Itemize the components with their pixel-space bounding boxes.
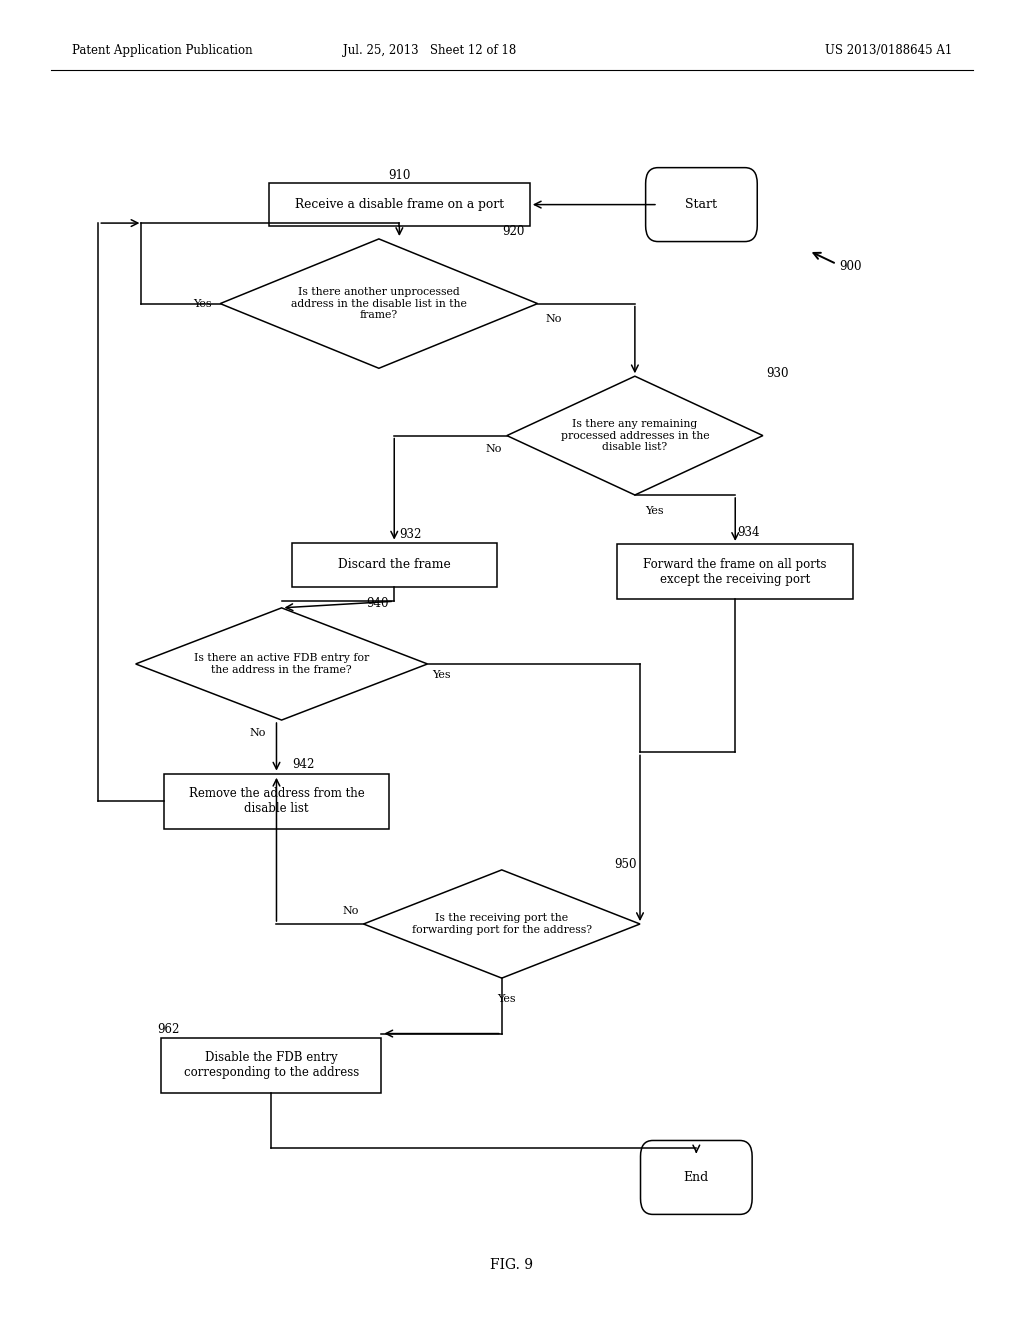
Text: 900: 900 <box>840 260 862 273</box>
Text: US 2013/0188645 A1: US 2013/0188645 A1 <box>825 44 952 57</box>
Bar <box>292 543 497 587</box>
Text: 930: 930 <box>766 367 788 380</box>
Text: No: No <box>485 444 502 454</box>
Text: 940: 940 <box>367 597 389 610</box>
Text: 932: 932 <box>399 528 422 541</box>
Text: Yes: Yes <box>432 669 452 680</box>
Text: 962: 962 <box>157 1023 179 1036</box>
Text: 950: 950 <box>614 858 637 871</box>
Text: No: No <box>546 314 562 325</box>
Text: Yes: Yes <box>498 994 516 1005</box>
Text: Is there another unprocessed
address in the disable list in the
frame?: Is there another unprocessed address in … <box>291 286 467 321</box>
Text: Yes: Yes <box>645 506 664 516</box>
Text: No: No <box>250 729 266 738</box>
Text: End: End <box>684 1171 709 1184</box>
Text: Is there any remaining
processed addresses in the
disable list?: Is there any remaining processed address… <box>560 418 710 453</box>
Text: Start: Start <box>685 198 718 211</box>
Bar <box>162 1038 382 1093</box>
Text: Is there an active FDB entry for
the address in the frame?: Is there an active FDB entry for the add… <box>194 653 370 675</box>
Text: Is the receiving port the
forwarding port for the address?: Is the receiving port the forwarding por… <box>412 913 592 935</box>
Text: Discard the frame: Discard the frame <box>338 558 451 572</box>
Text: 934: 934 <box>737 525 760 539</box>
Text: Yes: Yes <box>194 298 212 309</box>
Bar <box>164 774 389 829</box>
Text: 910: 910 <box>388 169 411 182</box>
Text: Forward the frame on all ports
except the receiving port: Forward the frame on all ports except th… <box>643 557 827 586</box>
Text: 920: 920 <box>502 224 524 238</box>
Text: 942: 942 <box>292 758 314 771</box>
Text: Receive a disable frame on a port: Receive a disable frame on a port <box>295 198 504 211</box>
Text: Disable the FDB entry
corresponding to the address: Disable the FDB entry corresponding to t… <box>183 1051 359 1080</box>
Text: No: No <box>342 906 358 916</box>
Text: Jul. 25, 2013   Sheet 12 of 18: Jul. 25, 2013 Sheet 12 of 18 <box>343 44 517 57</box>
Bar <box>617 544 853 599</box>
Text: Patent Application Publication: Patent Application Publication <box>72 44 252 57</box>
Text: Remove the address from the
disable list: Remove the address from the disable list <box>188 787 365 816</box>
Text: FIG. 9: FIG. 9 <box>490 1258 534 1271</box>
Bar <box>268 183 530 226</box>
